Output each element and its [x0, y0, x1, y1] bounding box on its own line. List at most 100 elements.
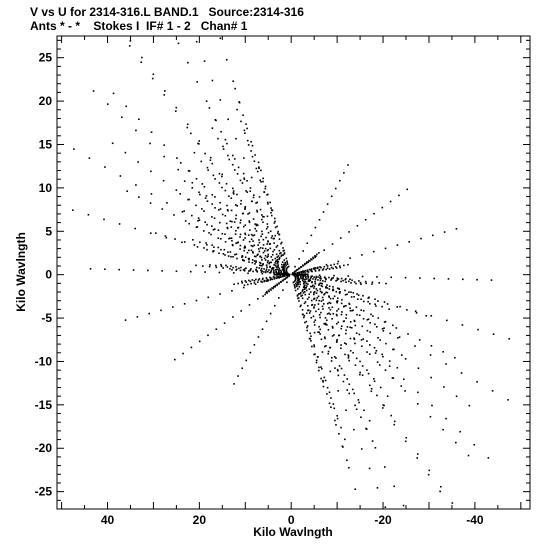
- uv-point: [326, 393, 328, 395]
- uv-point: [273, 276, 276, 279]
- uv-point: [301, 290, 304, 292]
- uv-point: [315, 255, 317, 258]
- uv-point: [338, 265, 341, 267]
- uv-point: [224, 240, 227, 243]
- uv-point: [236, 205, 239, 207]
- uv-point: [239, 269, 242, 272]
- plot-frame: [56, 35, 531, 510]
- uv-point: [342, 446, 344, 448]
- uv-point: [430, 376, 432, 379]
- uv-point: [296, 281, 298, 283]
- uv-point: [236, 193, 238, 196]
- uv-point: [206, 166, 209, 169]
- uv-point: [487, 457, 490, 459]
- uv-point: [311, 281, 313, 284]
- uv-point: [281, 263, 283, 266]
- uv-point: [276, 268, 278, 270]
- uv-point: [211, 216, 213, 218]
- uv-point: [375, 326, 378, 328]
- uv-point: [258, 250, 261, 253]
- uv-point: [250, 140, 252, 143]
- uv-point: [247, 272, 249, 275]
- uv-point: [338, 432, 340, 435]
- uv-point: [407, 333, 409, 335]
- uv-point: [235, 265, 237, 268]
- uv-point: [283, 271, 285, 273]
- uv-point: [106, 103, 109, 105]
- uv-point: [255, 268, 257, 271]
- uv-point: [322, 211, 325, 213]
- uv-point: [196, 81, 199, 83]
- uv-point: [320, 284, 323, 287]
- uv-point: [283, 273, 285, 276]
- uv-point: [135, 184, 137, 186]
- uv-point: [323, 276, 326, 278]
- uv-point: [311, 285, 313, 288]
- uv-point: [243, 178, 246, 181]
- uv-point: [366, 369, 368, 371]
- uv-point: [275, 273, 278, 276]
- uv-point: [235, 137, 237, 140]
- uv-point: [337, 369, 339, 372]
- uv-point: [416, 457, 418, 459]
- uv-point: [154, 232, 157, 234]
- uv-point: [128, 45, 131, 47]
- uv-point: [237, 166, 240, 169]
- uv-point: [429, 354, 432, 356]
- uv-point: [326, 265, 329, 267]
- uv-point: [206, 248, 208, 251]
- uv-point: [239, 236, 241, 238]
- uv-point: [286, 272, 289, 274]
- uv-point: [381, 328, 384, 330]
- uv-point: [226, 266, 229, 268]
- uv-point: [309, 310, 312, 312]
- uv-point: [266, 266, 268, 269]
- uv-point: [331, 327, 334, 329]
- uv-point: [336, 301, 338, 304]
- uv-point: [165, 236, 168, 239]
- uv-point: [279, 276, 282, 278]
- uv-point: [332, 286, 334, 288]
- uv-point: [230, 265, 232, 267]
- uv-point: [255, 224, 258, 227]
- uv-point: [330, 279, 332, 281]
- uv-point: [362, 338, 365, 340]
- uv-point: [270, 256, 273, 258]
- uv-point: [340, 344, 342, 346]
- uv-point: [223, 322, 226, 324]
- uv-point: [140, 61, 143, 64]
- uv-point: [276, 283, 279, 286]
- uv-point: [344, 353, 346, 356]
- uv-point: [222, 145, 224, 148]
- uv-point: [195, 178, 198, 180]
- uv-point: [206, 200, 209, 202]
- uv-point: [264, 259, 267, 261]
- uv-point: [197, 217, 200, 219]
- uv-point: [269, 201, 271, 204]
- uv-point: [314, 280, 316, 283]
- uv-point: [118, 268, 120, 271]
- uv-point: [228, 237, 230, 240]
- uv-point: [232, 272, 235, 274]
- uv-point: [233, 383, 235, 385]
- uv-point: [326, 302, 329, 305]
- uv-point: [274, 264, 277, 267]
- uv-point: [232, 80, 234, 83]
- uv-point: [231, 220, 233, 223]
- uv-point: [250, 150, 252, 152]
- uv-point: [255, 260, 257, 262]
- uv-point: [92, 90, 95, 92]
- uv-point: [300, 277, 303, 280]
- uv-point: [269, 276, 271, 279]
- uv-point: [320, 282, 322, 285]
- uv-point: [416, 403, 419, 405]
- uv-point: [344, 293, 347, 296]
- uv-point: [200, 160, 203, 163]
- uv-point: [174, 358, 176, 361]
- uv-point: [163, 144, 166, 146]
- uv-point: [201, 208, 203, 210]
- uv-point: [455, 395, 458, 398]
- uv-point: [356, 313, 358, 316]
- uv-point: [214, 207, 216, 209]
- uv-point: [303, 273, 305, 276]
